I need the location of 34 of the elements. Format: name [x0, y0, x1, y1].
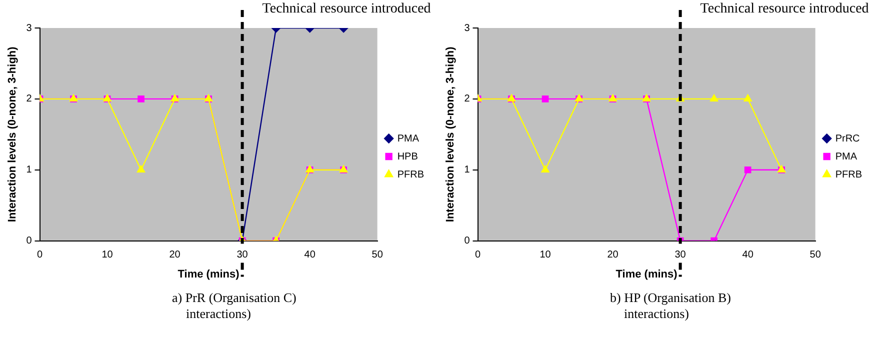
x-tick-label: 50 [810, 250, 822, 261]
y-axis-title: Interaction levels (0-none, 3-high) [6, 46, 19, 222]
x-tick-label: 20 [607, 250, 619, 261]
y-tick-label: 1 [26, 164, 32, 176]
x-tick-label: 40 [304, 250, 316, 261]
x-axis-title: Time (mins) [616, 268, 678, 280]
ref-line-label: Technical resource introduced [262, 2, 431, 17]
y-tick-label: 1 [464, 164, 470, 176]
y-tick-label: 2 [26, 94, 32, 105]
text: a) PrR (Organisation C) interactions) [172, 290, 298, 322]
legend-label: PMA [397, 133, 420, 144]
x-tick-label: 30 [236, 250, 248, 261]
legend-label: HPB [397, 151, 418, 162]
legend-label: PFRB [835, 169, 862, 180]
legend-label: PFRB [397, 169, 424, 180]
x-tick-label: 30 [674, 250, 686, 261]
x-tick-label: 10 [102, 250, 114, 261]
y-tick-label: 2 [464, 94, 470, 105]
x-axis-title: Time (mins) [178, 268, 240, 280]
y-tick-label: 0 [26, 236, 32, 247]
x-tick-label: 0 [474, 250, 481, 261]
x-tick-label: 0 [36, 250, 43, 261]
x-tick-label: 20 [169, 250, 181, 261]
x-tick-label: 50 [372, 250, 384, 261]
y-tick-label: 0 [464, 236, 470, 247]
legend-label: PMA [835, 151, 858, 162]
y-axis-title: Interaction levels (0-none, 3-high) [444, 46, 457, 222]
legend-label: PrRC [835, 133, 860, 144]
y-tick-label: 3 [464, 22, 470, 34]
x-tick-label: 10 [540, 250, 552, 261]
text: b) HP (Organisation B) interactions) [610, 290, 732, 322]
y-tick-label: 3 [26, 22, 32, 34]
ref-line-label: Technical resource introduced [700, 2, 869, 17]
x-tick-label: 40 [742, 250, 754, 261]
